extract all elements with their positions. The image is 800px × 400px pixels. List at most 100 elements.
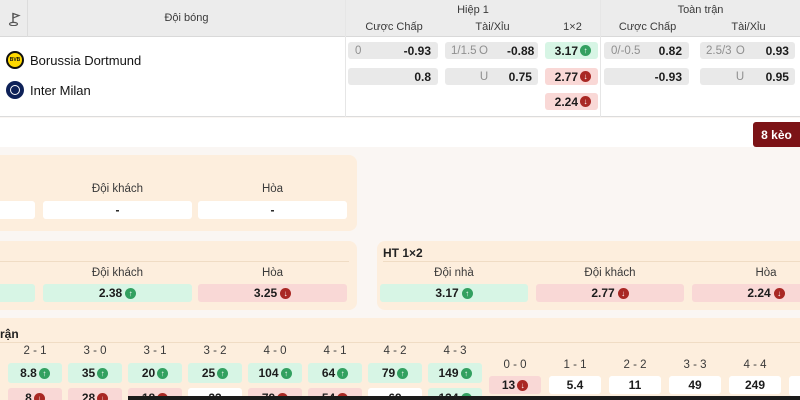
odds-value: 2.38 <box>98 286 123 300</box>
odds-value: 13 <box>501 378 516 392</box>
odds-value: 5.4 <box>566 378 584 392</box>
score-odds-cell[interactable]: 5.4 <box>549 376 601 394</box>
draw-odds-cell[interactable]: 3.25 ↓ <box>198 284 347 302</box>
odds-value: 23 <box>208 391 221 400</box>
under-letter: U <box>735 70 745 83</box>
score-odds-cell[interactable]: 25 ↑ <box>188 363 242 383</box>
trend-arrow-icon: ↓ <box>517 379 529 391</box>
odds-value: 3.25 <box>253 286 278 300</box>
odds-cell-h1-1x2-draw[interactable]: 2.24 ↓ <box>545 93 598 110</box>
inter-logo <box>6 81 24 99</box>
away-odds-cell[interactable]: - <box>43 201 192 219</box>
score-column-header: 4 - 1 <box>323 345 347 357</box>
odds-cell-h1-1x2-away[interactable]: 2.77 ↓ <box>545 68 598 85</box>
full-time-group-header: Toàn trận Cược Chấp Tài/Xỉu <box>600 0 800 37</box>
odds-value: 149 <box>438 366 459 380</box>
ou-line: 1/1.5 <box>451 44 477 57</box>
score-odds-cell[interactable]: 8.8 ↑ <box>8 363 62 383</box>
score-odds-cell[interactable]: 249 <box>729 376 781 394</box>
score-odds-cell[interactable]: 35 ↑ <box>68 363 122 383</box>
score-column-header: 4 - 2 <box>383 345 407 357</box>
full-time-label: Toàn trận <box>677 4 724 16</box>
trend-arrow-icon: ↑ <box>38 367 50 379</box>
draw-column-header: Hòa <box>755 267 777 279</box>
away-column-header: Đội khách <box>91 183 144 195</box>
score-column-header: 2 - 1 <box>23 345 47 357</box>
odds-cell-ft-handicap-away[interactable]: -0.93 <box>604 68 689 85</box>
odds-value: 249 <box>744 378 766 392</box>
panel-ft-1x2-top: Đội khách Hòa - - <box>0 155 357 231</box>
handicap-line: 0/-0.5 <box>611 44 641 57</box>
score-column-header: 1 - 1 <box>563 359 587 371</box>
odds-value: 18 <box>142 391 155 400</box>
bottom-divider-line <box>128 396 800 400</box>
draw-odds-cell[interactable]: - <box>198 201 347 219</box>
score-column-header: 3 - 0 <box>83 345 107 357</box>
h1-1x2-header: 1×2 <box>563 21 582 33</box>
odds-count-badge[interactable]: 8 kèo <box>753 122 800 147</box>
odds-value: - <box>115 203 120 217</box>
odds-cell-h1-handicap-home[interactable]: 0 -0.93 <box>348 42 438 59</box>
team-column-header: Đội bóng <box>164 12 209 24</box>
score-odds-cell[interactable]: 64 ↑ <box>308 363 362 383</box>
odds-value: 0.95 <box>765 69 789 84</box>
score-odds-cell[interactable]: 8 ↓ <box>8 388 62 400</box>
odds-value: 11 <box>628 378 642 392</box>
odds-value: 3.17 <box>554 43 578 58</box>
odds-value: 104 <box>258 366 279 380</box>
odds-cell-h1-handicap-away[interactable]: 0.8 <box>348 68 438 85</box>
odds-cell-ft-over[interactable]: 2.5/3 O 0.93 <box>700 42 795 59</box>
odds-value: 28 <box>81 391 96 400</box>
score-odds-cell[interactable]: 13 ↓ <box>489 376 541 394</box>
odds-value: 25 <box>201 366 216 380</box>
trend-arrow-icon: ↓ <box>580 71 591 82</box>
under-letter: U <box>479 70 489 83</box>
score-odds-cell[interactable]: 28 ↓ <box>68 388 122 400</box>
partial-odds-cell[interactable] <box>0 201 35 219</box>
odds-cell-h1-under[interactable]: U 0.75 <box>445 68 538 85</box>
score-odds-cell[interactable]: 104 ↑ <box>248 363 302 383</box>
odds-value: 2.24 <box>554 94 578 109</box>
odds-value: 0.82 <box>658 43 682 58</box>
away-odds-cell[interactable]: 2.38 ↑ <box>43 284 192 302</box>
trend-arrow-icon: ↑ <box>217 367 229 379</box>
ou-line: 2.5/3 <box>706 44 732 57</box>
home-column-header: Đội nhà <box>434 267 474 279</box>
home-odds-cell[interactable]: 3.17 ↑ <box>380 284 528 302</box>
odds-value: -0.88 <box>507 43 535 58</box>
panel-correct-score: rận 2 - 1 8.8 ↑ 8 ↓ 3 - 0 35 ↑ 28 ↓ 3 - … <box>0 318 800 400</box>
odds-cell-ft-handicap-home[interactable]: 0/-0.5 0.82 <box>604 42 689 59</box>
draw-odds-cell[interactable]: 2.24 ↓ <box>692 284 800 302</box>
partial-odds-cell[interactable] <box>0 284 35 302</box>
panel-title: HT 1×2 <box>383 246 423 260</box>
trend-arrow-icon: ↓ <box>773 287 785 299</box>
score-odds-cell[interactable]: 11 <box>609 376 661 394</box>
trend-arrow-icon: ↑ <box>280 367 292 379</box>
score-odds-cell[interactable]: 49 <box>669 376 721 394</box>
away-odds-cell[interactable]: 2.77 ↓ <box>536 284 684 302</box>
panel-ht-1x2: HT 1×2 Đội nhà Đội khách Hòa 3.17 ↑ 2.77… <box>377 241 800 310</box>
score-column-header: 0 - 0 <box>503 359 527 371</box>
away-column-header: Đội khách <box>91 267 144 279</box>
panel-divider <box>0 261 349 262</box>
odds-value: 79 <box>381 366 396 380</box>
score-column-header: 4 - 4 <box>743 359 767 371</box>
odds-cell-ft-under[interactable]: U 0.95 <box>700 68 795 85</box>
odds-value: 64 <box>321 366 336 380</box>
score-odds-cell[interactable]: 149 ↑ <box>428 363 482 383</box>
score-column-header: 2 - 2 <box>623 359 647 371</box>
trend-arrow-icon: ↑ <box>397 367 409 379</box>
odds-cell-h1-1x2-home[interactable]: 3.17 ↑ <box>545 42 598 59</box>
trend-arrow-icon: ↑ <box>125 287 137 299</box>
corner-flag-icon <box>0 0 28 37</box>
partial-odds-cell[interactable] <box>789 376 800 396</box>
score-odds-cell[interactable]: 20 ↑ <box>128 363 182 383</box>
score-column-header: 3 - 1 <box>143 345 167 357</box>
odds-cell-h1-over[interactable]: 1/1.5 O -0.88 <box>445 42 538 59</box>
table-footer-strip <box>0 118 800 147</box>
trend-arrow-icon: ↓ <box>617 287 629 299</box>
trend-arrow-icon: ↑ <box>461 287 473 299</box>
trend-arrow-icon: ↓ <box>280 287 292 299</box>
score-odds-cell[interactable]: 79 ↑ <box>368 363 422 383</box>
table-header: Đội bóng Hiệp 1 Cược Chấp Tài/Xỉu 1×2 To… <box>0 0 800 37</box>
